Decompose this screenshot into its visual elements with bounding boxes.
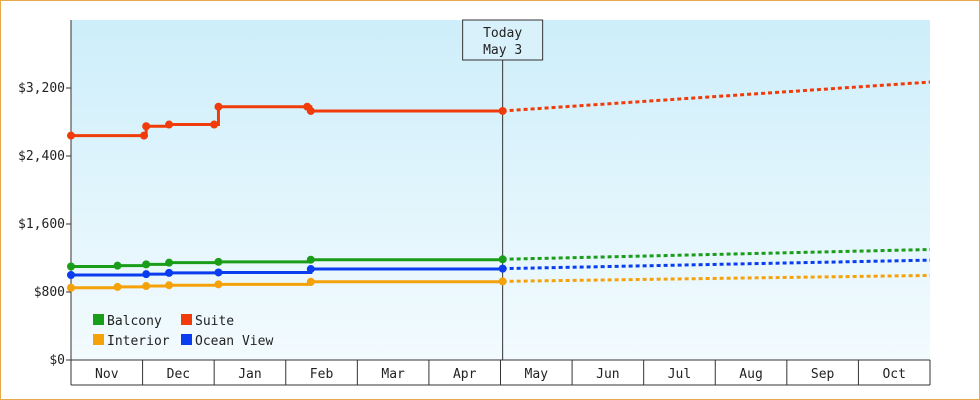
data-point-suite — [67, 131, 75, 140]
legend-swatch-suite — [181, 314, 192, 325]
data-point-suite — [306, 106, 315, 115]
y-tick-label: $800 — [34, 285, 65, 300]
x-tick-label: Jul — [668, 367, 691, 382]
data-point-suite — [214, 102, 223, 111]
y-tick-label: $2,400 — [18, 149, 65, 164]
legend: Balcony Suite Interior Ocean View — [93, 314, 273, 349]
data-point-balcony — [214, 257, 223, 266]
x-tick-label: Apr — [453, 367, 477, 382]
legend-label-ocean-view: Ocean View — [195, 334, 273, 349]
data-point-balcony — [142, 260, 151, 269]
x-tick-label: Jan — [238, 367, 261, 382]
forecast-line-interior — [502, 273, 931, 283]
data-point-interior — [142, 282, 151, 291]
series-ocean-view — [67, 258, 931, 279]
today-date: May 3 — [483, 43, 522, 58]
x-axis: Nov Dec Jan Feb Mar Apr May Jun Jul Aug Sep Oct — [71, 359, 931, 386]
x-tick-label: Oct — [882, 367, 905, 382]
legend-label-suite: Suite — [195, 314, 234, 329]
data-point-interior — [113, 282, 122, 291]
forecast-line-ocean-view — [502, 258, 931, 271]
forecast-line-suite — [502, 80, 931, 113]
data-point-balcony — [498, 255, 507, 264]
data-point-interior — [498, 277, 507, 286]
today-box — [462, 19, 544, 61]
data-point-interior — [214, 280, 223, 289]
data-point-ocean-view — [214, 268, 223, 277]
y-tick-label: $1,600 — [18, 217, 65, 232]
data-point-suite — [140, 131, 149, 140]
forecast-line-balcony — [502, 248, 931, 261]
data-point-interior — [306, 277, 315, 286]
data-point-balcony — [306, 255, 315, 264]
data-point-suite — [165, 120, 174, 129]
x-tick-label: Feb — [310, 367, 334, 382]
series-lines — [67, 80, 931, 292]
legend-label-interior: Interior — [107, 334, 170, 349]
data-point-balcony — [67, 262, 75, 271]
data-point-suite — [498, 106, 507, 115]
x-tick-label: May — [525, 367, 549, 382]
legend-swatch-balcony — [93, 314, 104, 325]
legend-swatch-ocean-view — [181, 334, 192, 345]
data-point-suite — [210, 120, 219, 129]
data-point-interior — [67, 283, 75, 292]
y-tick-label: $0 — [49, 353, 65, 368]
data-point-balcony — [113, 261, 122, 270]
series-suite — [67, 80, 931, 140]
data-point-ocean-view — [67, 271, 75, 279]
legend-label-balcony: Balcony — [107, 314, 162, 329]
data-point-interior — [165, 281, 174, 290]
legend-swatch-interior — [93, 334, 104, 345]
x-tick-label: Nov — [95, 367, 119, 382]
series-balcony — [67, 248, 931, 271]
series-interior — [67, 273, 931, 292]
data-point-ocean-view — [306, 265, 315, 274]
x-tick-label: Mar — [381, 367, 405, 382]
y-tick-label: $3,200 — [18, 81, 65, 96]
data-point-balcony — [165, 258, 174, 267]
x-tick-label: Jun — [596, 367, 619, 382]
data-point-ocean-view — [142, 270, 151, 279]
plot-background — [71, 20, 930, 360]
x-tick-label: Sep — [811, 367, 835, 382]
today-label: Today — [483, 26, 522, 41]
data-point-ocean-view — [498, 264, 507, 273]
x-tick-label: Dec — [167, 367, 190, 382]
x-tick-label: Aug — [739, 367, 762, 382]
y-axis-ticks: $0 $800 $1,600 $2,400 $3,200 — [18, 20, 72, 385]
data-point-ocean-view — [165, 268, 174, 277]
data-point-suite — [142, 122, 151, 131]
